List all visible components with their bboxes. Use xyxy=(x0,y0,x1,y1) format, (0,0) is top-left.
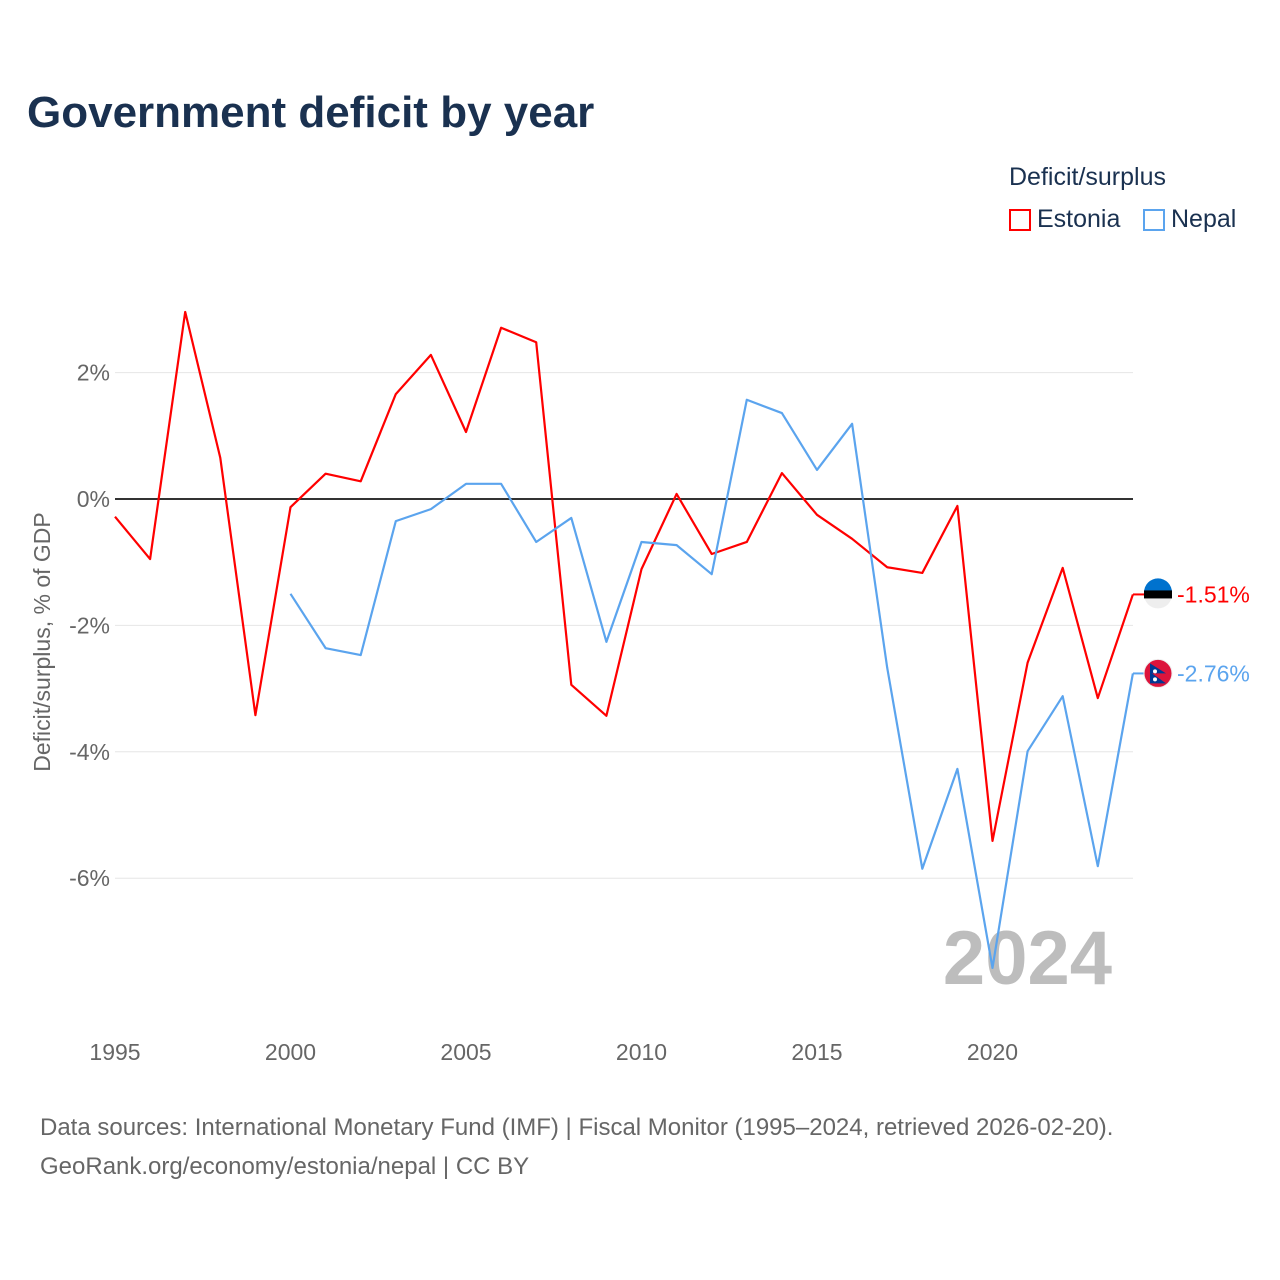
year-watermark: 2024 xyxy=(943,916,1112,1001)
legend-swatch-estonia xyxy=(1009,208,1031,231)
source-note: Data sources: International Monetary Fun… xyxy=(40,1108,1113,1186)
x-tick-label: 2010 xyxy=(616,1039,667,1065)
y-axis-label: Deficit/surplus, % of GDP xyxy=(29,512,55,771)
y-tick-label: -4% xyxy=(69,739,110,765)
flag-stripe-black xyxy=(1144,590,1172,599)
x-tick-label: 1995 xyxy=(89,1039,140,1065)
x-tick-label: 2020 xyxy=(967,1039,1018,1065)
chart-title: Government deficit by year xyxy=(27,88,595,137)
end-value-label: -2.76% xyxy=(1177,660,1250,686)
y-tick-label: 0% xyxy=(77,486,110,512)
legend-item-nepal[interactable]: Nepal xyxy=(1143,205,1236,234)
legend-swatch-nepal xyxy=(1143,208,1165,231)
legend-title: Deficit/surplus xyxy=(1009,163,1166,191)
flag-moon xyxy=(1153,669,1157,674)
series-line-estonia xyxy=(114,310,1134,843)
flag-stripe-blue xyxy=(1144,578,1172,593)
legend-label: Estonia xyxy=(1037,205,1121,233)
y-tick-label: 2% xyxy=(77,360,110,386)
x-tick-label: 2005 xyxy=(440,1039,491,1065)
legend-item-estonia[interactable]: Estonia xyxy=(1009,205,1120,234)
flag-sun xyxy=(1153,677,1157,682)
x-tick-label: 2015 xyxy=(791,1039,842,1065)
source-line: Data sources: International Monetary Fun… xyxy=(40,1114,1114,1141)
source-link[interactable]: GeoRank.org/economy/estonia/nepal | CC B… xyxy=(40,1153,530,1180)
series-line-nepal xyxy=(289,398,1134,970)
y-tick-label: -6% xyxy=(69,865,110,891)
end-value-label: -1.51% xyxy=(1177,581,1250,607)
y-tick-label: -2% xyxy=(69,612,110,638)
x-tick-label: 2000 xyxy=(265,1039,316,1065)
legend-label: Nepal xyxy=(1171,205,1237,233)
